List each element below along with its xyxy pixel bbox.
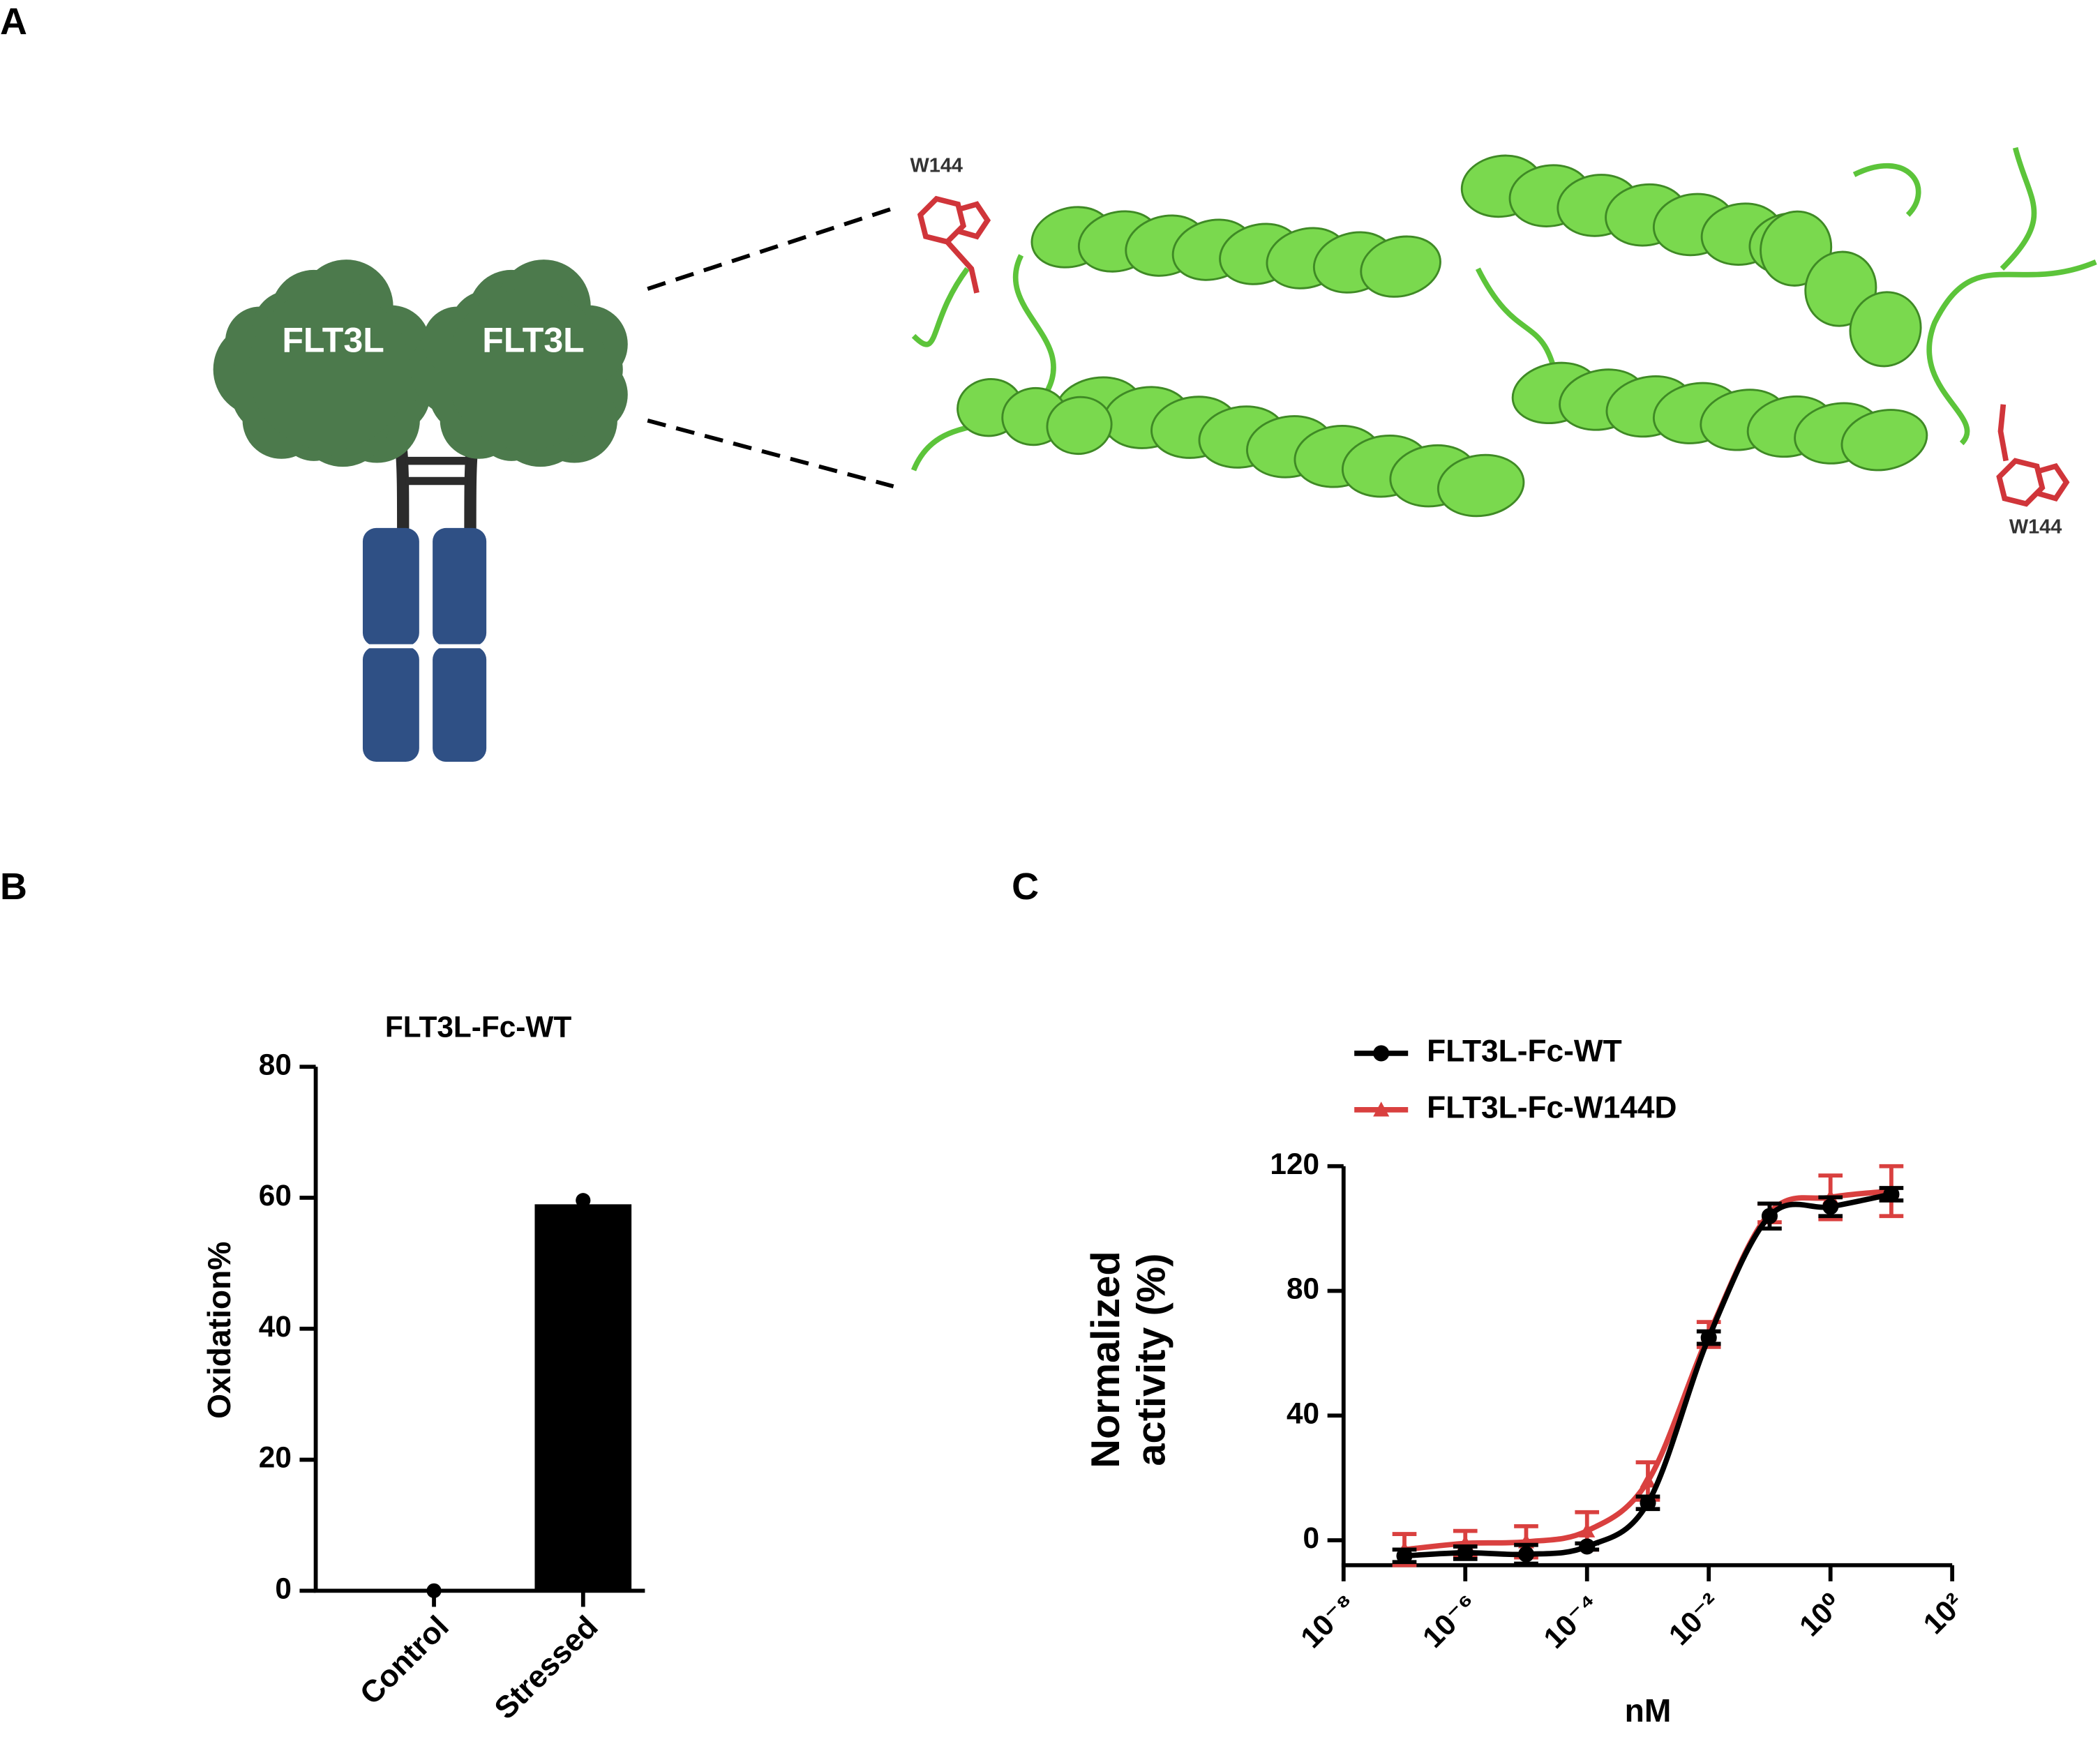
- data-point: [576, 1193, 591, 1208]
- panel-label: B: [0, 866, 27, 908]
- fc-domain: [362, 646, 419, 762]
- x-axis-label: nM: [1625, 1692, 1672, 1729]
- legend-label: FLT3L-Fc-WT: [1427, 1035, 1622, 1069]
- y-tick-label: 80: [1287, 1272, 1319, 1305]
- data-point: [1579, 1538, 1596, 1555]
- x-tick-label: 10⁻²: [1663, 1587, 1727, 1651]
- panel-label: A: [0, 1, 27, 43]
- data-point: [426, 1583, 442, 1598]
- y-tick-label: 0: [1303, 1521, 1320, 1554]
- helix-turn: [1046, 396, 1113, 456]
- tryptophan: [917, 195, 991, 294]
- data-point: [1517, 1546, 1535, 1563]
- domain-label: FLT3L: [282, 320, 384, 359]
- data-point: [1883, 1186, 1900, 1203]
- blob-part: [248, 289, 410, 451]
- y-tick-label: 60: [259, 1179, 292, 1212]
- series-line: [1404, 1188, 1892, 1553]
- residue-label: W144: [910, 154, 963, 176]
- x-tick-label: 10⁰: [1793, 1587, 1849, 1643]
- x-tick-label: 10⁻⁴: [1537, 1587, 1605, 1655]
- y-tick-label: 40: [259, 1310, 292, 1343]
- y-tick-label: 40: [1287, 1397, 1319, 1429]
- residue-label: W144: [2009, 516, 2062, 539]
- data-point: [1822, 1198, 1839, 1215]
- data-point: [1640, 1473, 1656, 1488]
- y-tick-label: 0: [275, 1572, 292, 1605]
- data-point: [1700, 1329, 1717, 1346]
- x-tick-label: 10⁻⁶: [1416, 1587, 1483, 1654]
- bar: [534, 1204, 632, 1591]
- series-line: [1404, 1191, 1892, 1559]
- panel-label: C: [1012, 866, 1039, 908]
- protein-structure: [910, 146, 2097, 518]
- y-axis-label: activity (%): [1130, 1254, 1174, 1466]
- data-point: [1579, 1523, 1596, 1537]
- x-tick-label: 10²: [1917, 1587, 1970, 1641]
- y-tick-label: 20: [259, 1441, 292, 1474]
- data-point: [1640, 1494, 1656, 1511]
- data-point: [1396, 1547, 1413, 1564]
- helix-turn: [1360, 235, 1441, 298]
- x-tick-label: 10⁻⁸: [1294, 1587, 1362, 1655]
- helix-turn: [1437, 453, 1525, 518]
- zoom-line: [647, 419, 894, 488]
- chart-title: FLT3L-Fc-WT: [385, 1010, 572, 1043]
- fc-domain: [433, 527, 487, 647]
- y-axis-label: Oxidation%: [201, 1242, 237, 1419]
- legend-marker: [1373, 1045, 1390, 1062]
- panel-a: A FLT3L FLT3L W144 W144: [0, 1, 2097, 762]
- y-axis-label: Normalized: [1083, 1251, 1128, 1468]
- y-tick-label: 80: [259, 1048, 292, 1081]
- ligand-blobs: [213, 260, 628, 467]
- tryptophan: [1996, 404, 2070, 507]
- blob-part: [446, 289, 608, 451]
- zoom-line: [647, 206, 894, 291]
- fc-domain: [362, 527, 419, 647]
- x-tick-label: Control: [354, 1609, 456, 1711]
- data-point: [1761, 1208, 1778, 1224]
- helix-turn: [1840, 409, 1928, 472]
- y-tick-label: 120: [1270, 1148, 1319, 1180]
- legend-label: FLT3L-Fc-W144D: [1427, 1091, 1677, 1125]
- helix-turn: [1849, 291, 1922, 368]
- domain-label: FLT3L: [482, 320, 584, 359]
- data-point: [1457, 1544, 1473, 1561]
- x-tick-label: Stressed: [488, 1609, 605, 1726]
- legend-marker: [1373, 1101, 1390, 1117]
- fc-domain: [433, 646, 487, 762]
